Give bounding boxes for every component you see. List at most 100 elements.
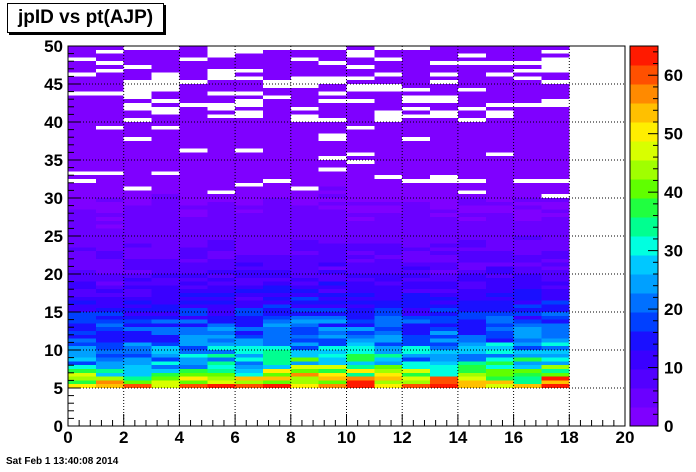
colorbar-swatch <box>630 103 658 123</box>
x-tick-label: 10 <box>337 428 356 447</box>
heatmap-cell <box>235 224 263 229</box>
heatmap-cell <box>541 144 570 149</box>
heatmap-cell <box>318 72 347 77</box>
heatmap-cell <box>207 365 236 369</box>
heatmap-cell <box>207 125 236 130</box>
heatmap-cell <box>262 270 291 274</box>
colorbar-tick-label: 20 <box>664 300 683 319</box>
heatmap-cell <box>151 152 180 157</box>
heatmap-cell <box>290 369 319 373</box>
heatmap-cell <box>179 68 208 73</box>
heatmap-cell <box>207 99 236 103</box>
heatmap-cell <box>262 289 291 293</box>
heatmap-cell <box>541 236 570 240</box>
heatmap-cell <box>485 186 514 191</box>
heatmap-cell <box>485 194 514 198</box>
heatmap-cell <box>290 239 319 244</box>
heatmap-cell <box>68 342 96 347</box>
heatmap-cell <box>513 49 542 54</box>
heatmap-cell <box>95 198 124 202</box>
heatmap-cell <box>68 65 96 69</box>
heatmap-cell <box>68 369 96 373</box>
heatmap-cell <box>151 239 180 244</box>
heatmap-cell <box>318 350 347 354</box>
heatmap-cell <box>457 49 486 54</box>
heatmap-cell <box>95 205 124 210</box>
heatmap-cell <box>402 220 431 225</box>
heatmap-cell <box>318 129 347 134</box>
heatmap-cell <box>179 133 208 138</box>
heatmap-cell <box>513 361 542 366</box>
heatmap-cell <box>402 160 431 164</box>
heatmap-cell <box>123 277 152 282</box>
heatmap-cell <box>541 110 570 115</box>
heatmap-cell <box>262 137 291 141</box>
heatmap-cell <box>68 270 96 274</box>
heatmap-cell <box>430 76 458 81</box>
heatmap-cell <box>123 376 152 381</box>
heatmap-cell <box>235 365 263 369</box>
heatmap-cell <box>290 315 319 320</box>
heatmap-cell <box>374 228 403 233</box>
heatmap-cell <box>235 300 263 305</box>
heatmap-cell <box>430 129 458 134</box>
colorbar-swatch <box>630 160 658 180</box>
heatmap-cell <box>262 357 291 362</box>
heatmap-cell <box>346 217 375 221</box>
heatmap-cell <box>123 369 152 373</box>
heatmap-cell <box>402 304 431 309</box>
heatmap-cell <box>541 232 570 236</box>
heatmap-cell <box>151 57 180 62</box>
colorbar-swatch <box>630 407 658 427</box>
heatmap-cell <box>290 217 319 221</box>
heatmap-cell <box>179 118 208 122</box>
heatmap-cell <box>457 148 486 153</box>
heatmap-cell <box>179 53 208 58</box>
heatmap-cell <box>262 308 291 312</box>
heatmap-cell <box>541 315 570 320</box>
heatmap-cell <box>68 384 96 388</box>
heatmap-cell <box>457 144 486 149</box>
heatmap-cell <box>318 338 347 343</box>
heatmap-cell <box>457 262 486 267</box>
heatmap-cell <box>374 369 403 373</box>
heatmap-cell <box>207 274 236 278</box>
heatmap-cell <box>95 251 124 255</box>
heatmap-cell <box>179 87 208 92</box>
colorbar-tick-label: 50 <box>664 125 683 144</box>
heatmap-cell <box>457 350 486 354</box>
heatmap-cell <box>151 201 180 206</box>
heatmap-cell <box>95 338 124 343</box>
heatmap-cell <box>179 277 208 282</box>
heatmap-cell <box>346 236 375 240</box>
y-tick-label: 40 <box>44 113 63 132</box>
heatmap-cell <box>179 239 208 244</box>
heatmap-cell <box>151 194 180 198</box>
heatmap-cell <box>485 205 514 210</box>
heatmap-cell <box>513 171 542 176</box>
heatmap-cell <box>346 186 375 191</box>
heatmap-cell <box>513 209 542 214</box>
heatmap-cell <box>318 114 347 119</box>
heatmap-cell <box>235 277 263 282</box>
heatmap-cell <box>290 125 319 130</box>
heatmap-cell <box>430 300 458 305</box>
heatmap-cell <box>318 357 347 362</box>
heatmap-cell <box>513 357 542 362</box>
heatmap-cell <box>290 110 319 115</box>
heatmap-cell <box>95 95 124 100</box>
heatmap-cell <box>374 190 403 195</box>
heatmap-cell <box>235 293 263 297</box>
heatmap-cell <box>318 68 347 73</box>
heatmap-cell <box>262 213 291 217</box>
heatmap-cell <box>374 163 403 168</box>
heatmap-cell <box>95 258 124 263</box>
heatmap-cell <box>485 251 514 255</box>
heatmap-cell <box>430 331 458 335</box>
heatmap-cell <box>318 319 347 324</box>
heatmap-cell <box>346 114 375 119</box>
heatmap-cell <box>179 304 208 309</box>
heatmap-cell <box>346 247 375 252</box>
heatmap-cell <box>151 353 180 358</box>
